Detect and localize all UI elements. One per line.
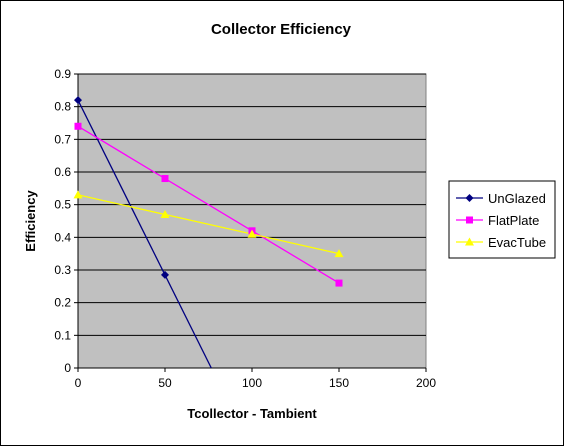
x-tick-label: 50 [158,376,172,390]
gridlines [78,73,426,336]
series-line-evactube [78,194,340,255]
y-tick-label: 0.5 [54,198,71,212]
y-tick-label: 0.8 [54,100,71,114]
y-tick-label: 0 [64,361,71,375]
legend-label-flatplate: FlatPlate [488,213,539,228]
legend: UnGlazed FlatPlate EvacTube [448,180,556,259]
y-tick-label: 0.6 [54,165,71,179]
series-lines [78,99,340,368]
data-point-flatplate [161,175,169,183]
data-point-evactube [247,229,257,238]
x-tick-label: 0 [75,376,82,390]
chart-title: Collector Efficiency [211,21,352,38]
series-markers [73,96,344,287]
data-point-flatplate [335,279,343,287]
x-tick-label: 100 [242,376,262,390]
y-tick-label: 0.3 [54,263,71,277]
y-tick-label: 0.7 [54,132,71,146]
y-tick-label: 0.4 [54,230,71,244]
y-tick-label: 0.9 [54,67,71,81]
legend-label-evactube: EvacTube [488,235,546,250]
legend-marker-flatplate [466,216,473,224]
data-point-evactube [73,190,83,199]
x-axis-title: Tcollector - Tambient [187,406,317,421]
y-tick-labels: 0 0.1 0.2 0.3 0.4 0.5 0.6 0.7 0.8 0.9 [54,67,78,375]
series-line-unglazed [78,99,212,368]
x-tick-label: 200 [416,376,436,390]
data-point-evactube [160,209,170,218]
data-point-evactube [334,249,344,258]
y-axis-title: Efficiency [23,190,38,252]
data-point-unglazed [74,96,82,105]
y-tick-label: 0.1 [54,328,71,342]
data-point-flatplate [74,122,82,130]
x-tick-labels: 0 50 100 150 200 [75,368,436,390]
series-line-flatplate [78,125,340,284]
y-tick-label: 0.2 [54,296,71,310]
legend-label-unglazed: UnGlazed [488,191,546,206]
legend-marker-evactube [465,237,474,246]
legend-marker-unglazed [465,194,474,202]
x-tick-label: 150 [329,376,349,390]
data-point-unglazed [161,270,169,279]
plot-area [77,73,427,369]
